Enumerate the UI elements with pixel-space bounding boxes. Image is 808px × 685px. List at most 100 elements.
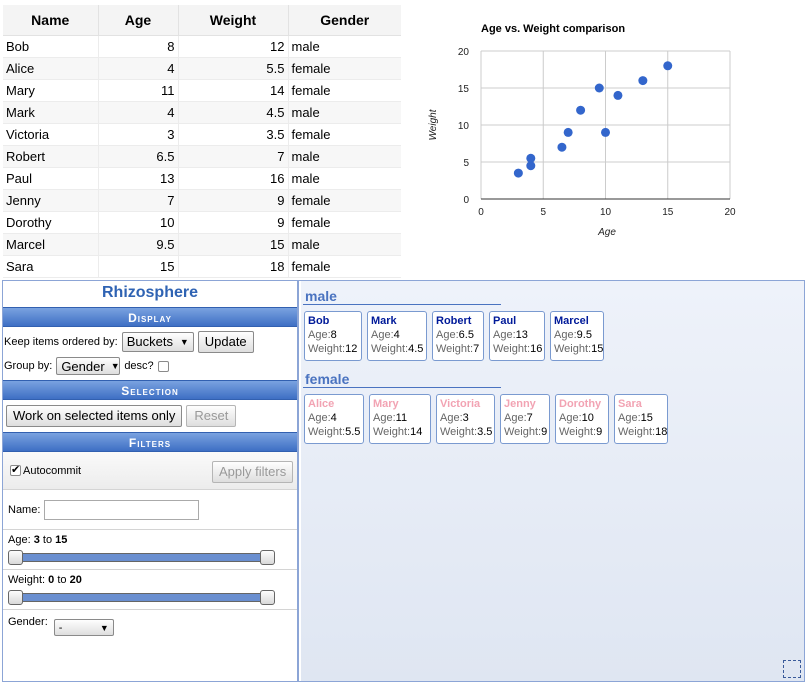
item-age-value: 6.5 <box>458 329 474 341</box>
scatter-point[interactable] <box>576 105 586 115</box>
item-card[interactable]: Sara Age:15 Weight:18 <box>614 394 668 444</box>
cell-name: Victoria <box>3 123 99 146</box>
weight-max-value: 20 <box>69 574 82 586</box>
groupby-select[interactable]: Gender ▼ <box>56 357 121 375</box>
bucket-label-male[interactable]: male <box>303 288 501 305</box>
item-age-label: Age: <box>554 329 577 341</box>
item-weight-value: 9 <box>541 426 548 438</box>
bucket-label-female[interactable]: female <box>303 371 501 388</box>
item-age-row: Age:7 <box>504 411 546 425</box>
order-select[interactable]: Buckets ▼ <box>121 331 194 352</box>
filters-section-header[interactable]: Filters <box>3 432 297 452</box>
scatter-point[interactable] <box>557 142 567 152</box>
cell-name: Marcel <box>3 233 99 256</box>
chart-points <box>513 61 673 178</box>
scatter-point[interactable] <box>601 127 610 137</box>
cell-gender: female <box>288 123 401 146</box>
age-slider-track[interactable] <box>10 553 272 562</box>
item-age-value: 4 <box>393 329 400 341</box>
item-card[interactable]: Alice Age:4 Weight:5.5 <box>304 394 364 444</box>
weight-slider-max-handle[interactable] <box>260 590 275 605</box>
reset-button[interactable]: Reset <box>186 405 237 427</box>
data-table: Name Age Weight Gender Bob 8 12 male Alice 4 5… <box>3 5 401 278</box>
gender-filter-select[interactable]: - ▼ <box>53 619 114 636</box>
table-row: Marcel 9.5 15 male <box>3 233 401 256</box>
display-section-header[interactable]: Display <box>3 307 297 327</box>
scatter-point[interactable] <box>513 168 523 178</box>
scatter-point[interactable] <box>613 90 623 100</box>
column-header-gender[interactable]: Gender <box>288 5 401 36</box>
x-tick-label: 20 <box>724 207 736 218</box>
scatter-point[interactable] <box>594 83 604 93</box>
age-slider-min-handle[interactable] <box>8 550 23 565</box>
autocommit-checkbox[interactable] <box>10 463 21 476</box>
scatter-point[interactable] <box>526 153 536 163</box>
scatter-chart: Age vs. Weight comparison 0 5 10 15 20 0 5 10 15… <box>428 23 736 238</box>
name-filter: Name: <box>3 490 297 530</box>
item-age-value: 8 <box>330 329 337 341</box>
name-filter-input[interactable] <box>44 499 200 520</box>
item-age-row: Age:4 <box>371 328 423 342</box>
selection-row: Work on selected items only Reset <box>3 400 297 432</box>
cell-age: 7 <box>98 189 179 212</box>
autocommit-row: Autocommit Apply filters <box>3 452 297 490</box>
cell-gender: male <box>288 145 401 168</box>
item-card[interactable]: Bob Age:8 Weight:12 <box>304 311 362 361</box>
item-weight-value: 12 <box>345 343 358 355</box>
cell-name: Mary <box>3 79 99 102</box>
column-header-name[interactable]: Name <box>3 5 99 36</box>
item-weight-value: 7 <box>473 343 480 355</box>
scatter-point[interactable] <box>638 76 648 86</box>
age-slider-max-handle[interactable] <box>260 550 275 565</box>
column-header-age[interactable]: Age <box>98 5 179 36</box>
age-to-label: to <box>42 534 53 546</box>
cell-weight: 15 <box>178 233 289 256</box>
item-weight-label: Weight: <box>308 343 346 355</box>
cell-weight: 16 <box>178 167 289 190</box>
desc-checkbox[interactable] <box>157 360 169 372</box>
scatter-point[interactable] <box>563 127 573 137</box>
scatter-point[interactable] <box>526 161 536 171</box>
chart-grid <box>480 50 731 200</box>
gender-filter: Gender: - ▼ <box>3 610 297 644</box>
cell-age: 13 <box>98 167 179 190</box>
item-card[interactable]: Jenny Age:7 Weight:9 <box>500 394 550 444</box>
item-weight-row: Weight:9 <box>504 425 548 439</box>
work-on-selected-button[interactable]: Work on selected items only <box>6 405 183 427</box>
item-name: Robert <box>436 315 472 327</box>
cell-age: 3 <box>98 123 179 146</box>
item-name: Dorothy <box>559 398 602 410</box>
weight-slider-track[interactable] <box>10 593 272 602</box>
column-header-weight[interactable]: Weight <box>178 5 289 36</box>
item-card[interactable]: Robert Age:6.5 Weight:7 <box>432 311 484 361</box>
item-card[interactable]: Paul Age:13 Weight:16 <box>489 311 545 361</box>
weight-min-value: 0 <box>48 574 55 586</box>
apply-filters-button[interactable]: Apply filters <box>212 461 294 483</box>
item-card[interactable]: Marcel Age:9.5 Weight:15 <box>550 311 604 361</box>
selection-section-header[interactable]: Selection <box>3 380 297 400</box>
cell-age: 10 <box>98 211 179 234</box>
cell-gender: female <box>288 57 401 80</box>
cell-weight: 5.5 <box>178 57 289 80</box>
scatter-point[interactable] <box>663 61 673 71</box>
item-weight-value: 15 <box>591 343 604 355</box>
resize-handle[interactable] <box>783 660 801 678</box>
weight-slider-min-handle[interactable] <box>8 590 23 605</box>
item-card[interactable]: Dorothy Age:10 Weight:9 <box>555 394 609 444</box>
y-axis-label: Weight <box>428 108 439 140</box>
item-card[interactable]: Victoria Age:3 Weight:3.5 <box>436 394 495 444</box>
item-age-row: Age:10 <box>559 411 605 425</box>
table-row: Robert 6.5 7 male <box>3 145 401 168</box>
items-viewport[interactable]: male Bob Age:8 Weight:12 Mark Age:4 Weight:4.5… <box>301 281 804 681</box>
item-card[interactable]: Mary Age:11 Weight:14 <box>369 394 431 444</box>
order-label: Keep items ordered by: <box>4 335 118 348</box>
y-tick-label: 20 <box>458 47 470 58</box>
y-tick-label: 0 <box>463 195 469 206</box>
update-button[interactable]: Update <box>197 330 254 353</box>
cell-age: 9.5 <box>98 233 179 256</box>
item-weight-label: Weight: <box>554 343 592 355</box>
chevron-down-icon: ▼ <box>179 336 189 347</box>
item-card[interactable]: Mark Age:4 Weight:4.5 <box>367 311 427 361</box>
x-axis-label: Age <box>597 227 616 238</box>
item-age-row: Age:3 <box>440 411 491 425</box>
